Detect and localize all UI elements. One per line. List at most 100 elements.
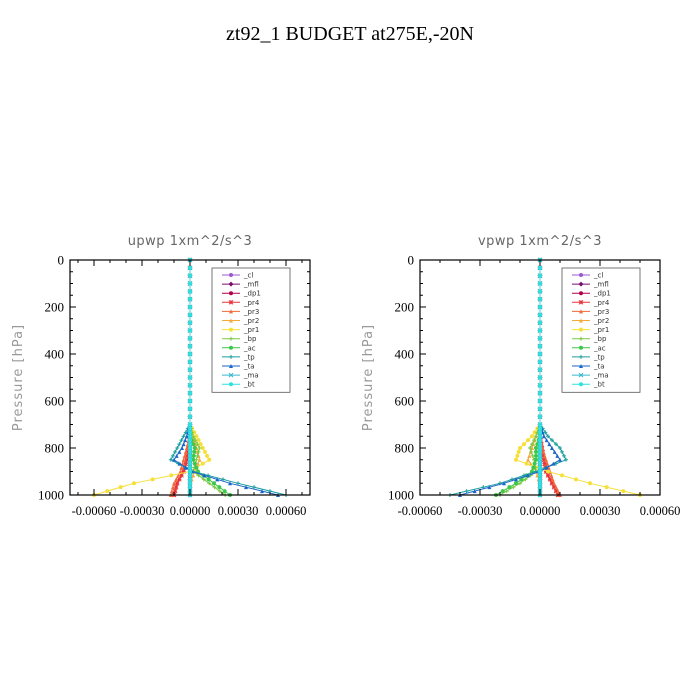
- data-point: [188, 399, 192, 403]
- data-point: [188, 446, 192, 450]
- data-point: [183, 461, 189, 467]
- data-point: [538, 273, 542, 278]
- legend-marker: [228, 299, 234, 305]
- legend-item: _pr1: [572, 326, 609, 334]
- data-point: [518, 446, 522, 450]
- legend-label: _bt: [243, 381, 255, 389]
- data-point: [188, 375, 192, 380]
- data-point: [538, 312, 542, 317]
- data-point: [188, 481, 192, 486]
- legend-marker: [579, 345, 583, 350]
- data-point: [534, 457, 538, 462]
- data-point: [188, 477, 192, 482]
- data-point: [198, 442, 203, 447]
- legend-marker: [579, 291, 583, 296]
- legend-label: _pr3: [593, 308, 609, 316]
- data-point: [252, 485, 256, 490]
- data-point: [188, 442, 192, 447]
- data-point: [522, 442, 526, 447]
- x-tick-label: 0.00030: [580, 504, 621, 518]
- legend-item: _cl: [222, 272, 253, 280]
- legend-marker: [579, 309, 583, 314]
- data-point: [173, 484, 179, 490]
- legend-marker: [229, 336, 233, 341]
- data-point: [560, 473, 564, 478]
- data-point: [547, 442, 552, 447]
- data-point: [215, 477, 220, 482]
- x-tick-label: 0.00030: [218, 504, 259, 518]
- data-point: [196, 449, 201, 454]
- legend-label: _tp: [243, 353, 255, 361]
- legend-marker: [579, 318, 583, 323]
- legend-item: _tp: [222, 353, 255, 361]
- legend-label: _pr1: [243, 326, 259, 334]
- data-point: [549, 473, 554, 478]
- legend-marker: [229, 291, 233, 296]
- x-tick-label: 0.00000: [170, 504, 211, 518]
- legend-label: _mfl: [593, 281, 609, 289]
- data-point: [538, 430, 542, 435]
- y-axis-label: Pressure [hPa]: [11, 324, 26, 431]
- data-point: [574, 477, 578, 482]
- data-point: [542, 453, 547, 458]
- legend: _cl_mfl_dp1_pr4_pr3_pr2_pr1_bp_ac_tp_ta_…: [561, 267, 641, 393]
- legend-item: _pr2: [222, 317, 259, 325]
- data-point: [188, 473, 192, 478]
- data-point: [604, 485, 609, 490]
- data-point: [191, 442, 196, 447]
- data-point: [538, 367, 542, 372]
- data-point: [172, 488, 178, 494]
- data-point: [552, 481, 556, 486]
- data-point: [560, 449, 564, 454]
- data-point: [181, 434, 186, 439]
- data-point: [180, 446, 184, 450]
- data-point: [188, 281, 192, 286]
- data-point: [192, 449, 197, 454]
- legend-marker: [579, 382, 583, 387]
- data-point: [515, 453, 520, 458]
- data-point: [558, 457, 562, 462]
- data-point: [170, 485, 175, 490]
- data-point: [538, 383, 542, 388]
- data-point: [188, 328, 192, 333]
- legend-marker: [229, 318, 233, 323]
- data-point: [538, 344, 542, 349]
- data-point: [538, 399, 542, 403]
- data-point: [188, 438, 192, 443]
- data-point: [554, 442, 558, 447]
- data-point: [542, 434, 546, 439]
- legend-item: _dp1: [572, 290, 611, 298]
- y-tick-label: 400: [395, 347, 415, 362]
- data-point: [188, 430, 192, 435]
- data-point: [538, 457, 542, 462]
- data-point: [538, 477, 542, 482]
- data-point: [181, 442, 186, 447]
- data-point: [184, 434, 189, 439]
- data-point: [532, 438, 536, 443]
- data-point: [183, 449, 188, 454]
- legend-marker: [229, 345, 233, 350]
- data-point: [188, 383, 192, 388]
- data-point: [188, 485, 192, 490]
- data-point: [542, 461, 548, 467]
- data-point: [555, 453, 560, 458]
- y-tick-label: 800: [395, 441, 415, 456]
- y-tick-label: 1000: [38, 488, 64, 503]
- data-point: [177, 449, 182, 454]
- data-point: [188, 352, 192, 356]
- data-point: [196, 461, 200, 466]
- data-point: [538, 446, 542, 450]
- data-point: [538, 481, 542, 486]
- data-point: [538, 391, 542, 396]
- y-tick-label: 0: [408, 253, 415, 268]
- data-point: [538, 320, 542, 325]
- data-point: [545, 473, 551, 478]
- data-point: [526, 438, 530, 443]
- legend-marker: [229, 382, 233, 387]
- figure-title: zt92_1 BUDGET at275E,-20N: [226, 23, 474, 45]
- data-point: [188, 465, 192, 470]
- legend-marker: [229, 309, 233, 314]
- data-point: [184, 457, 190, 463]
- legend-label: _bp: [593, 335, 607, 343]
